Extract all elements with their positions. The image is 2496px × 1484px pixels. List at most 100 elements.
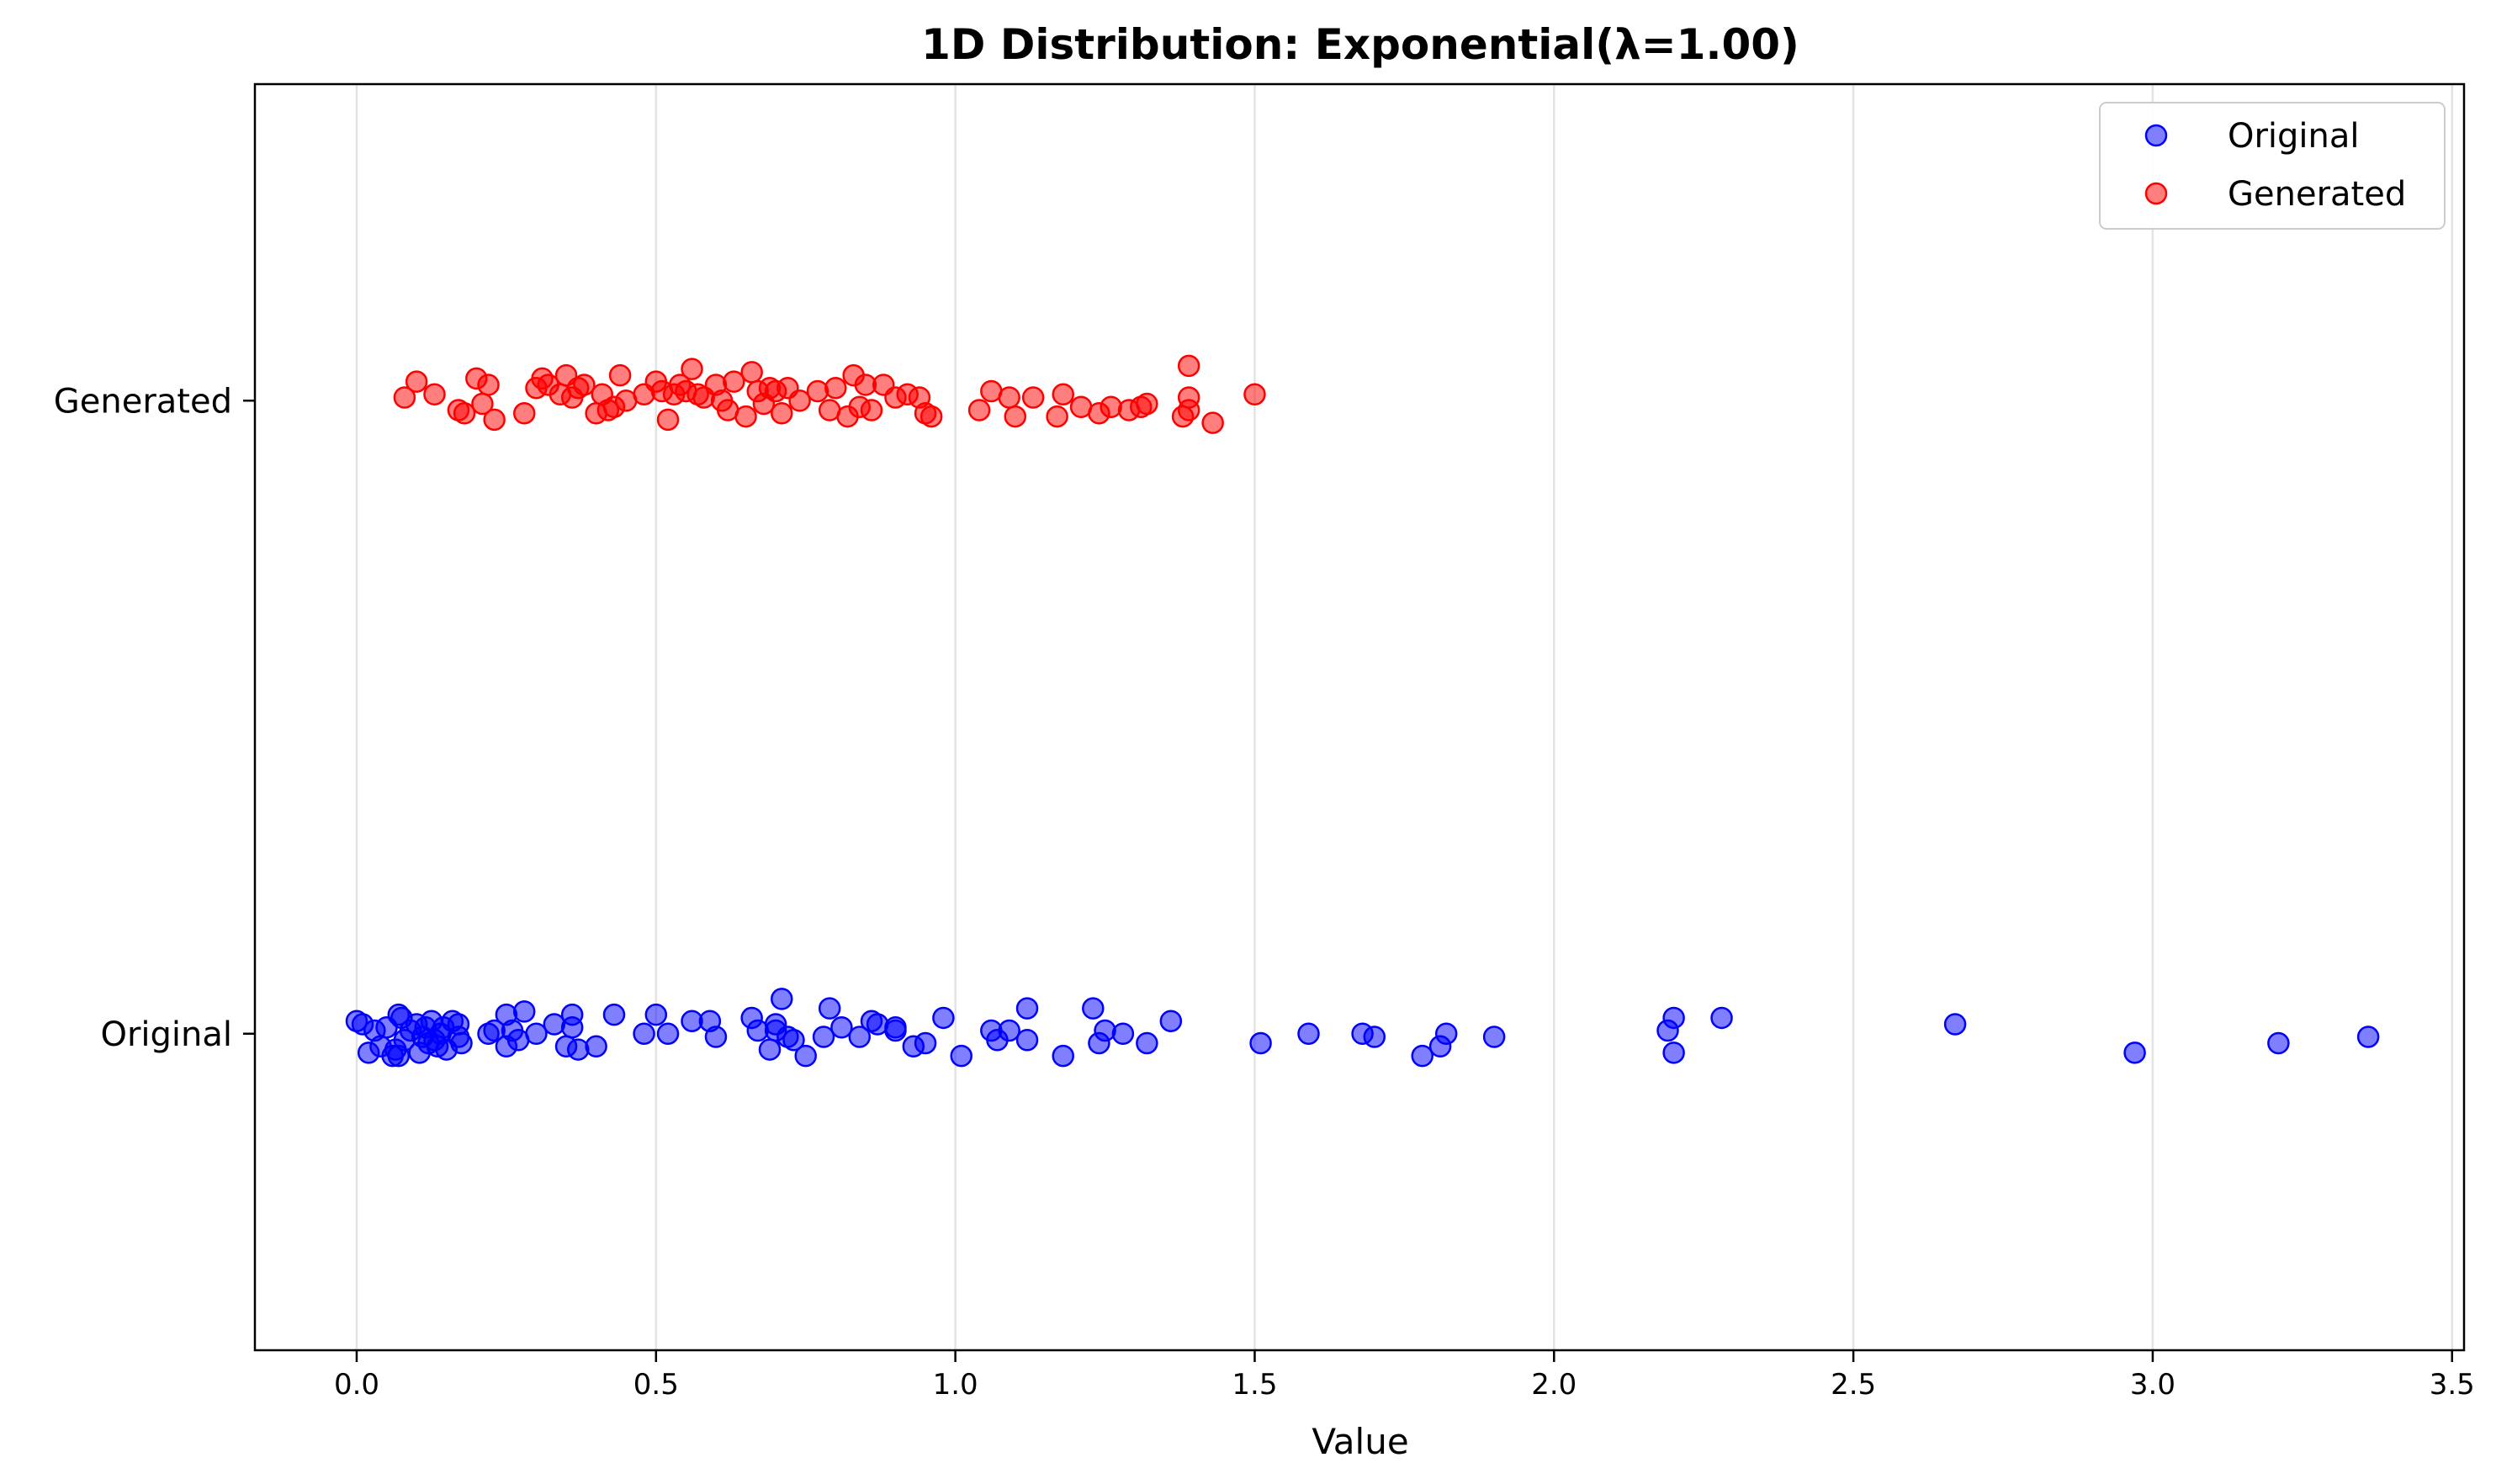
data-point bbox=[585, 1035, 607, 1058]
data-point bbox=[794, 1044, 817, 1068]
series-generated bbox=[393, 354, 1266, 434]
data-point bbox=[734, 405, 757, 428]
data-point bbox=[919, 405, 943, 428]
data-point bbox=[656, 408, 680, 432]
data-point bbox=[656, 1022, 680, 1045]
data-point bbox=[704, 1026, 728, 1048]
data-point bbox=[884, 1019, 907, 1042]
data-points bbox=[345, 354, 2380, 1068]
data-point bbox=[1243, 383, 1266, 405]
data-point bbox=[567, 1038, 590, 1061]
data-point bbox=[860, 399, 883, 421]
legend-frame bbox=[2099, 102, 2446, 230]
data-point bbox=[393, 386, 416, 409]
data-point bbox=[740, 361, 763, 384]
data-point bbox=[1052, 1044, 1074, 1068]
data-point bbox=[771, 988, 793, 1010]
data-point bbox=[512, 402, 536, 425]
data-point bbox=[818, 997, 841, 1020]
data-point bbox=[1662, 1041, 1685, 1064]
data-point bbox=[1662, 1006, 1685, 1030]
data-point bbox=[608, 363, 632, 387]
legend-label-original: Original bbox=[2228, 117, 2360, 156]
data-point bbox=[1201, 411, 1224, 434]
data-point bbox=[1434, 1022, 1458, 1045]
x-axis-label: Value bbox=[1312, 1421, 1408, 1462]
data-point bbox=[560, 1015, 584, 1039]
data-point bbox=[483, 408, 506, 432]
data-point bbox=[1363, 1026, 1386, 1048]
data-point bbox=[1482, 1026, 1506, 1048]
data-point bbox=[723, 370, 745, 393]
plot-area-frame bbox=[253, 82, 2466, 1352]
x-tick-label: 3.5 bbox=[2430, 1368, 2475, 1402]
data-point bbox=[543, 1013, 566, 1036]
data-point bbox=[998, 1019, 1020, 1042]
data-point bbox=[1177, 386, 1200, 409]
data-point bbox=[525, 1022, 548, 1045]
grid-lines bbox=[355, 84, 2454, 1350]
data-point bbox=[1021, 386, 1045, 409]
x-tick-label: 0.0 bbox=[334, 1368, 379, 1402]
data-point bbox=[914, 1031, 937, 1055]
data-point bbox=[602, 1003, 626, 1026]
data-point bbox=[1094, 1019, 1116, 1042]
data-point bbox=[1297, 1022, 1320, 1045]
y-axis: Original Generated bbox=[54, 382, 255, 1054]
data-point bbox=[1015, 1029, 1039, 1052]
data-point bbox=[2123, 1041, 2146, 1064]
data-point bbox=[830, 1015, 853, 1039]
x-axis: 0.0 0.5 1.0 1.5 2.0 2.5 3.0 3.5 bbox=[334, 1350, 2475, 1402]
data-point bbox=[644, 1003, 668, 1026]
data-point bbox=[447, 1013, 470, 1036]
legend-marker-generated bbox=[2144, 182, 2168, 205]
data-point bbox=[1710, 1006, 1733, 1030]
data-point bbox=[1015, 997, 1039, 1020]
legend-marker-original bbox=[2144, 124, 2168, 147]
data-point bbox=[633, 1022, 655, 1045]
data-point bbox=[1177, 354, 1200, 378]
x-tick-label: 3.0 bbox=[2130, 1368, 2175, 1402]
data-point bbox=[812, 1026, 835, 1048]
data-point bbox=[782, 1029, 805, 1052]
legend: Original Generated bbox=[2099, 102, 2446, 230]
data-point bbox=[1100, 395, 1122, 419]
data-point bbox=[967, 399, 991, 421]
data-point bbox=[932, 1006, 955, 1030]
data-point bbox=[1004, 405, 1027, 428]
data-point bbox=[423, 383, 446, 405]
data-point bbox=[405, 370, 428, 393]
y-tick-label: Generated bbox=[54, 382, 232, 421]
data-point bbox=[1136, 1031, 1158, 1055]
data-point bbox=[573, 374, 596, 396]
data-point bbox=[1249, 1031, 1272, 1055]
data-point bbox=[1052, 383, 1074, 405]
chart-title: 1D Distribution: Exponential(λ=1.00) bbox=[921, 20, 1799, 69]
x-tick-label: 1.0 bbox=[933, 1368, 978, 1402]
data-point bbox=[2356, 1026, 2380, 1048]
data-point bbox=[477, 374, 500, 396]
y-tick-label: Original bbox=[100, 1015, 232, 1054]
data-point bbox=[1082, 997, 1105, 1020]
data-point bbox=[2267, 1031, 2290, 1055]
data-point bbox=[848, 1026, 872, 1048]
data-point bbox=[1411, 1044, 1433, 1068]
data-point bbox=[824, 376, 847, 400]
data-point bbox=[1136, 392, 1158, 416]
data-point bbox=[950, 1044, 973, 1068]
data-point bbox=[453, 402, 476, 425]
series-original bbox=[345, 988, 2380, 1068]
data-point bbox=[806, 379, 829, 403]
data-point bbox=[1943, 1013, 1967, 1036]
data-point bbox=[681, 358, 703, 380]
data-point bbox=[1111, 1022, 1135, 1045]
data-point bbox=[998, 386, 1020, 409]
data-point bbox=[450, 1031, 473, 1055]
data-point bbox=[788, 390, 811, 412]
data-point bbox=[1046, 405, 1068, 428]
data-point bbox=[758, 1038, 782, 1061]
data-point bbox=[1159, 1010, 1183, 1032]
x-tick-label: 2.5 bbox=[1831, 1368, 1876, 1402]
